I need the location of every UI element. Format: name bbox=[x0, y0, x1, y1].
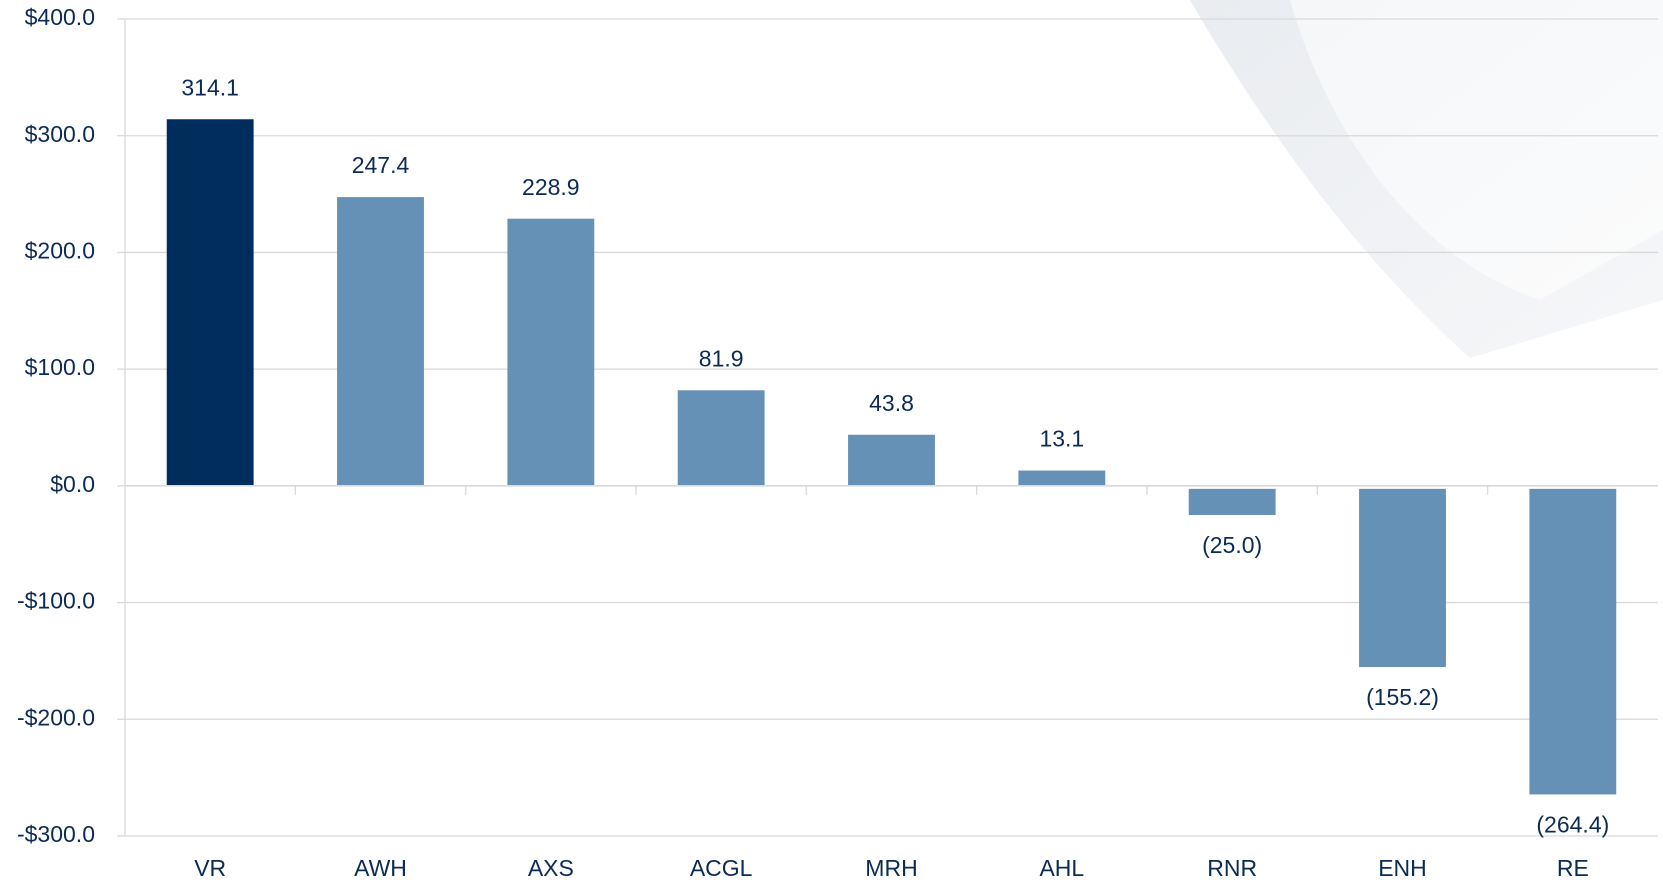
bar bbox=[1188, 488, 1276, 516]
y-tick-label: -$100.0 bbox=[17, 588, 95, 614]
bar bbox=[337, 197, 424, 486]
data-label: 43.8 bbox=[869, 390, 914, 416]
bar bbox=[1359, 488, 1446, 667]
data-label: (155.2) bbox=[1366, 684, 1439, 710]
x-tick-label: ACGL bbox=[690, 855, 753, 881]
data-label: (264.4) bbox=[1536, 812, 1609, 838]
y-tick-label: $0.0 bbox=[50, 471, 95, 497]
x-tick-label: RE bbox=[1557, 855, 1589, 881]
y-tick-label: -$300.0 bbox=[17, 821, 95, 847]
bar bbox=[507, 218, 595, 486]
data-label: (25.0) bbox=[1202, 532, 1262, 558]
y-tick-label: $300.0 bbox=[25, 121, 95, 147]
data-label: 81.9 bbox=[699, 345, 744, 371]
y-tick-label: $400.0 bbox=[25, 4, 95, 30]
y-tick-label: $200.0 bbox=[25, 238, 95, 264]
x-tick-label: MRH bbox=[865, 855, 917, 881]
data-label: 228.9 bbox=[522, 174, 580, 200]
x-tick-label: AWH bbox=[354, 855, 407, 881]
bar bbox=[1529, 488, 1617, 795]
x-tick-label: VR bbox=[194, 855, 226, 881]
bar bbox=[166, 119, 254, 486]
x-tick-label: ENH bbox=[1378, 855, 1427, 881]
background-decoration bbox=[1290, 0, 1663, 300]
x-tick-label: AHL bbox=[1039, 855, 1084, 881]
x-tick-label: RNR bbox=[1207, 855, 1257, 881]
bar bbox=[848, 434, 935, 486]
bar bbox=[1018, 470, 1106, 486]
y-tick-label: $100.0 bbox=[25, 354, 95, 380]
x-tick-label: AXS bbox=[528, 855, 574, 881]
bar bbox=[677, 390, 765, 486]
y-tick-label: -$200.0 bbox=[17, 704, 95, 730]
data-label: 314.1 bbox=[181, 74, 239, 100]
data-label: 13.1 bbox=[1039, 426, 1084, 452]
data-label: 247.4 bbox=[352, 152, 410, 178]
